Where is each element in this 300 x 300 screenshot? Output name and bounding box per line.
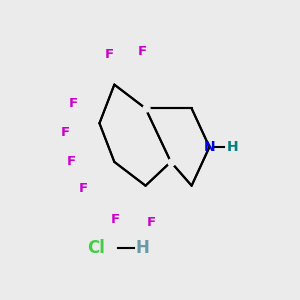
Text: F: F: [111, 213, 120, 226]
Text: F: F: [67, 155, 76, 168]
Text: Cl: Cl: [88, 239, 105, 257]
Text: F: F: [79, 182, 88, 195]
Text: H: H: [136, 239, 150, 257]
Text: F: F: [69, 97, 78, 110]
Text: F: F: [61, 126, 70, 139]
Text: N: N: [204, 140, 215, 154]
Text: F: F: [147, 216, 156, 229]
Text: H: H: [227, 140, 238, 154]
Text: F: F: [105, 48, 114, 61]
Text: F: F: [138, 45, 147, 58]
